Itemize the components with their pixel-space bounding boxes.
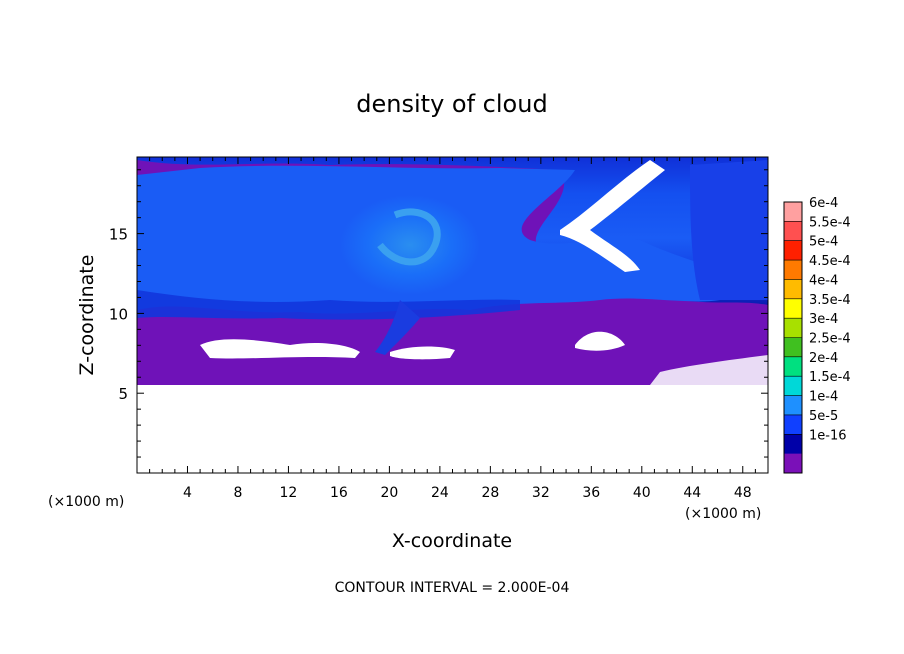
colorbar-swatch xyxy=(784,202,802,222)
clear-patch-center xyxy=(390,346,455,360)
x-tick-label: 32 xyxy=(532,485,550,501)
colorbar-swatch xyxy=(784,356,802,377)
colorbar-label: 1.5e-4 xyxy=(809,370,851,385)
colorbar-label: 5e-4 xyxy=(809,235,838,250)
x-axis-label: X-coordinate xyxy=(392,530,512,552)
colorbar-swatch xyxy=(784,376,802,397)
cloud-core xyxy=(340,195,480,295)
x-tick-label: 20 xyxy=(380,485,398,501)
z-units-label: (×1000 m) xyxy=(48,494,124,510)
colorbar-label: 1e-4 xyxy=(809,390,838,405)
colorbar-label: 4e-4 xyxy=(809,273,838,288)
contour-interval-note: CONTOUR INTERVAL = 2.000E-04 xyxy=(335,580,570,596)
chart-title: density of cloud xyxy=(356,90,547,118)
colorbar-swatch xyxy=(784,434,802,455)
lower-edge-band xyxy=(137,290,520,320)
x-tick-label: 40 xyxy=(633,485,651,501)
colorbar-swatch xyxy=(784,221,802,242)
colorbar: 6e-4 5.5e-4 5e-4 4.5e-4 4e-4 3.5e-4 3e-4 2.5e-4… xyxy=(783,196,851,474)
x-tick-label: 8 xyxy=(233,485,242,501)
colorbar-label: 6e-4 xyxy=(809,196,838,211)
right-cloud xyxy=(690,160,768,300)
x-units-label: (×1000 m) xyxy=(685,506,761,522)
colorbar-swatch xyxy=(784,337,802,358)
colorbar-label: 3.5e-4 xyxy=(809,293,851,308)
y-tick-label: 15 xyxy=(109,226,128,244)
colorbar-swatch xyxy=(784,279,802,300)
colorbar-swatch xyxy=(784,395,802,416)
clear-gap-upper xyxy=(560,160,665,272)
colorbar-swatch xyxy=(784,414,802,435)
colorbar-swatch xyxy=(784,318,802,338)
colorbar-label: 2e-4 xyxy=(809,351,838,366)
y-tick-label: 10 xyxy=(109,305,128,323)
clear-patch-left xyxy=(200,339,360,359)
x-tick-label: 4 xyxy=(183,485,192,501)
heatmap-field xyxy=(137,157,768,385)
colorbar-label: 5.5e-4 xyxy=(809,215,851,230)
colorbar-label: 2.5e-4 xyxy=(809,332,851,347)
colorbar-swatch xyxy=(784,260,802,280)
clear-patch-edge xyxy=(650,355,768,385)
clear-patch-right xyxy=(575,331,625,351)
y-tick-label: 5 xyxy=(118,385,128,403)
x-tick-label: 12 xyxy=(280,485,298,501)
colorbar-swatch xyxy=(784,298,802,319)
colorbar-label: 5e-5 xyxy=(809,409,838,424)
core-stalk xyxy=(375,300,420,355)
colorbar-swatch xyxy=(784,240,802,261)
y-axis-ticks: 5 10 15 xyxy=(109,169,768,458)
y-axis-label: Z-coordinate xyxy=(76,255,98,376)
colorbar-label: 4.5e-4 xyxy=(809,254,851,269)
colorbar-swatch xyxy=(784,453,802,474)
x-tick-label: 48 xyxy=(734,485,752,501)
colorbar-label: 1e-16 xyxy=(809,428,847,443)
x-tick-label: 44 xyxy=(683,485,701,501)
x-tick-label: 24 xyxy=(431,485,449,501)
core-swirl xyxy=(377,208,441,266)
x-tick-label: 36 xyxy=(582,485,600,501)
x-axis-ticks: 4 8 12 16 20 24 28 32 36 40 44 48 xyxy=(149,157,756,501)
x-tick-label: 16 xyxy=(330,485,348,501)
x-tick-label: 28 xyxy=(481,485,499,501)
colorbar-label: 3e-4 xyxy=(809,312,838,327)
